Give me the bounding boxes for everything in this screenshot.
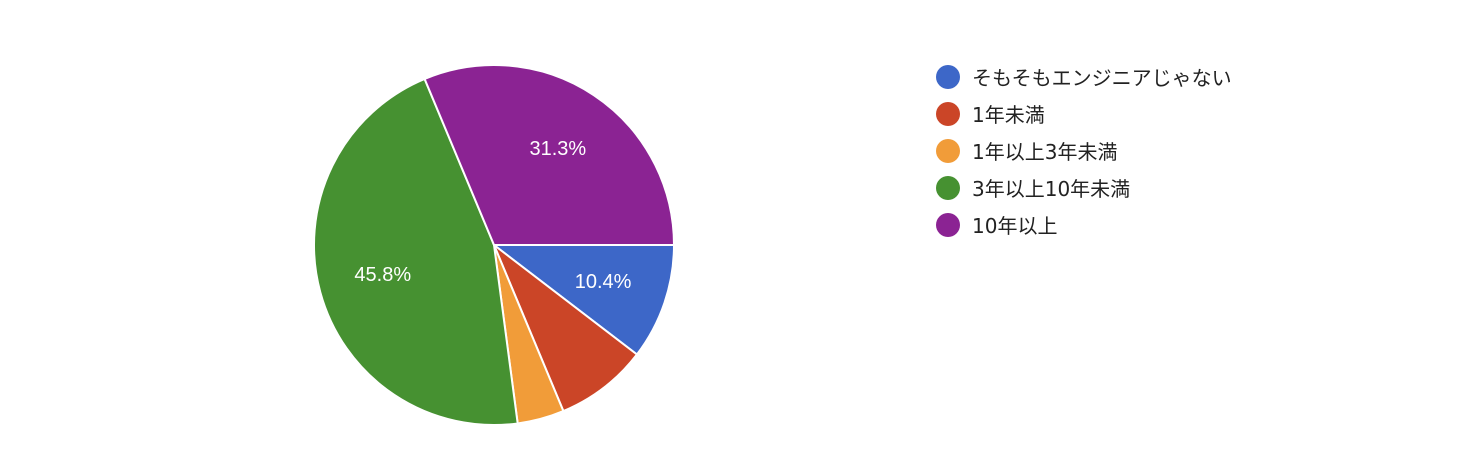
slice-value-label-0: 10.4% xyxy=(575,271,632,293)
legend-label: 1年以上3年未満 xyxy=(972,140,1118,164)
pie-slice-1 xyxy=(491,241,639,413)
pie-slices xyxy=(313,64,676,426)
legend-label: 1年未満 xyxy=(972,103,1045,127)
legend-swatch-icon xyxy=(936,138,960,163)
legend-item: そもそもエンジニアじゃない xyxy=(936,58,1232,95)
legend-swatch-icon xyxy=(936,64,960,89)
slice-value-label-4: 31.3% xyxy=(529,138,586,160)
slice-value-label-3: 45.8% xyxy=(354,264,411,286)
pie-slice-4 xyxy=(423,64,676,246)
legend-item: 1年以上3年未満 xyxy=(936,132,1232,169)
pie-slice-3 xyxy=(313,77,519,426)
legend: そもそもエンジニアじゃない 1年未満 1年以上3年未満 3年以上10年未満 10年以上 xyxy=(936,58,1232,243)
pie-slice-0 xyxy=(491,244,676,356)
legend-label: 3年以上10年未満 xyxy=(972,177,1131,201)
legend-item: 1年未満 xyxy=(936,95,1232,132)
legend-swatch-icon xyxy=(936,175,960,200)
legend-swatch-icon xyxy=(936,101,960,126)
legend-item: 3年以上10年未満 xyxy=(936,169,1232,206)
legend-label: そもそもエンジニアじゃない xyxy=(972,66,1232,90)
legend-swatch-icon xyxy=(936,212,960,237)
legend-item: 10年以上 xyxy=(936,206,1232,243)
legend-label: 10年以上 xyxy=(972,214,1058,238)
pie-slice-labels: 10.4% 45.8% 31.3% xyxy=(354,138,631,293)
